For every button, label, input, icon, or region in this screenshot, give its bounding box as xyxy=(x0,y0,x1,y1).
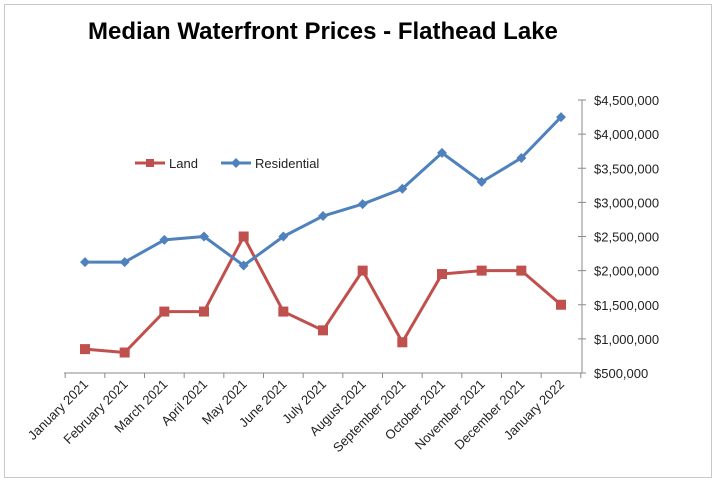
y-tick-label: $1,000,000 xyxy=(594,332,659,347)
series-residential xyxy=(80,112,566,271)
data-point xyxy=(556,112,566,123)
chart-frame xyxy=(4,4,712,478)
legend-item-residential: Residential xyxy=(221,156,319,171)
y-tick-label: $1,500,000 xyxy=(594,298,659,313)
data-point xyxy=(119,347,130,358)
data-point xyxy=(476,265,487,276)
data-point xyxy=(80,344,90,355)
data-point xyxy=(357,199,368,210)
data-point xyxy=(516,153,527,164)
data-point xyxy=(318,211,328,222)
data-point xyxy=(476,176,487,187)
y-tick-label: $3,500,000 xyxy=(594,161,659,176)
data-point xyxy=(437,269,447,280)
series-layer xyxy=(80,112,566,358)
data-point xyxy=(516,265,527,276)
data-point xyxy=(437,147,447,158)
x-tick-label: November 2021 xyxy=(412,377,488,453)
data-point xyxy=(556,299,566,310)
x-tick-label: December 2021 xyxy=(451,377,527,453)
chart-title: Median Waterfront Prices - Flathead Lake xyxy=(88,18,558,45)
data-point xyxy=(278,306,289,317)
y-tick-label: $2,500,000 xyxy=(594,230,659,245)
legend-label: Land xyxy=(169,156,198,171)
series-line xyxy=(85,116,563,268)
x-tick-label: September 2021 xyxy=(330,377,409,456)
data-point xyxy=(199,231,209,242)
legend-item-land: Land xyxy=(135,156,198,171)
y-tick-label: $2,000,000 xyxy=(594,264,659,279)
data-point xyxy=(357,265,368,276)
y-axis-ticks: $500,000 $1,000,000 $1,500,000 $2,000,000 $2… xyxy=(578,93,659,381)
data-point xyxy=(397,183,408,194)
data-point xyxy=(199,306,209,317)
y-tick-label: $4,500,000 xyxy=(594,93,659,108)
data-point xyxy=(238,260,249,271)
legend-marker xyxy=(146,159,154,167)
data-point xyxy=(80,257,90,268)
y-tick-label: $500,000 xyxy=(594,366,648,381)
data-point xyxy=(159,234,170,245)
data-point xyxy=(238,231,249,242)
y-tick-label: $3,000,000 xyxy=(594,195,659,210)
legend-marker xyxy=(231,158,241,168)
data-point xyxy=(278,231,289,242)
series-land xyxy=(80,231,566,358)
data-point xyxy=(119,257,130,268)
data-point xyxy=(397,337,408,348)
legend: Land Residential xyxy=(135,156,319,171)
legend-label: Residential xyxy=(255,156,319,171)
data-point xyxy=(318,325,328,336)
data-point xyxy=(159,306,170,317)
y-tick-label: $4,000,000 xyxy=(594,127,659,142)
